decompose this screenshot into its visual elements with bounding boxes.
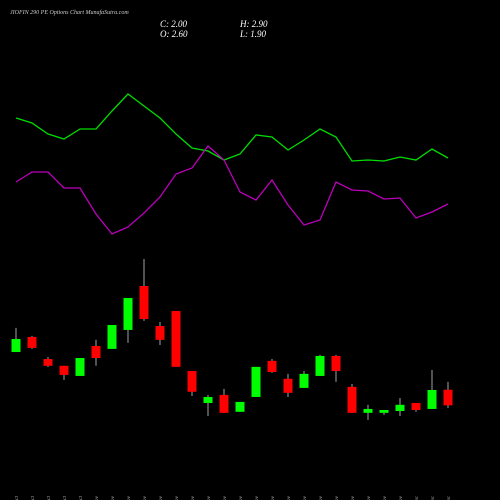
x-tick-label: 25 Nov — [334, 495, 340, 500]
candle-body — [427, 389, 437, 409]
candle-body — [347, 386, 357, 413]
candle-body — [219, 394, 229, 413]
high-label: H: 2.90 — [239, 19, 268, 29]
x-tick-label: 28 Nov — [382, 495, 388, 500]
candle-body — [395, 404, 405, 412]
x-tick-label: 04 Nov — [109, 495, 116, 500]
candle-body — [411, 402, 421, 410]
x-tick-label: 03 Dec — [430, 495, 436, 500]
candle-body — [363, 408, 373, 413]
x-tick-label: 11 Nov — [190, 495, 196, 500]
candle-body — [123, 297, 133, 330]
candle-body — [251, 366, 261, 397]
candle-body — [315, 355, 325, 376]
x-tick-label: 12 Nov — [206, 495, 212, 500]
x-tick-label: 14 Nov — [237, 495, 244, 500]
candle-body — [187, 370, 197, 392]
candle-body — [283, 378, 293, 393]
candle-body — [235, 401, 245, 412]
low-label: L: 1.90 — [239, 29, 267, 39]
x-tick-label: 05 Nov — [126, 495, 132, 500]
x-tick-label: 29 Nov — [398, 495, 404, 500]
x-tick-label: 26 Nov — [350, 495, 356, 500]
x-tick-label: 19 Nov — [270, 495, 276, 500]
x-tick-label: 13 Nov — [222, 495, 228, 500]
candle-body — [75, 358, 85, 376]
x-tick-label: 03 Nov — [94, 495, 100, 500]
x-tick-label: 30 Oct — [62, 496, 68, 500]
candle-body — [11, 339, 21, 353]
candle-body — [331, 355, 341, 371]
x-tick-label: 31 Oct — [78, 496, 84, 500]
x-tick-label: 27 Oct — [14, 496, 20, 500]
x-tick-label: 22 Nov — [318, 495, 324, 500]
x-tick-label: 28 Oct — [30, 496, 36, 500]
candle-body — [155, 326, 165, 340]
candle-body — [27, 336, 37, 348]
candle-body — [443, 389, 453, 406]
open-label: O: 2.60 — [160, 29, 188, 39]
chart-title: JIOFIN 290 PE Options Chart MunafaSutra.… — [10, 9, 129, 16]
candle-body — [203, 396, 213, 403]
x-tick-label: 06 Nov — [142, 495, 148, 500]
candle-body — [299, 373, 309, 388]
x-tick-label: 18 Nov — [254, 495, 260, 500]
x-tick-label: 29 Oct — [46, 496, 52, 500]
x-tick-label: 04 Dec — [445, 495, 452, 500]
candle-body — [91, 346, 101, 359]
x-tick-label: 27 Nov — [366, 495, 372, 500]
x-tick-label: 21 Nov — [302, 495, 308, 500]
close-label: C: 2.00 — [160, 19, 188, 29]
x-tick-label: 08 Nov — [174, 495, 180, 500]
x-tick-label: 07 Nov — [158, 495, 164, 500]
candle-body — [139, 286, 149, 320]
candle-body — [267, 360, 277, 373]
candle-body — [107, 324, 117, 349]
candle-body — [379, 409, 389, 413]
candle-body — [171, 310, 181, 367]
indicator-line — [15, 93, 449, 162]
indicator-line — [15, 145, 449, 235]
x-tick-label: 20 Nov — [286, 495, 292, 500]
x-tick-label: 02 Dec — [414, 495, 420, 500]
candle-body — [59, 365, 69, 375]
candle-body — [43, 359, 53, 366]
